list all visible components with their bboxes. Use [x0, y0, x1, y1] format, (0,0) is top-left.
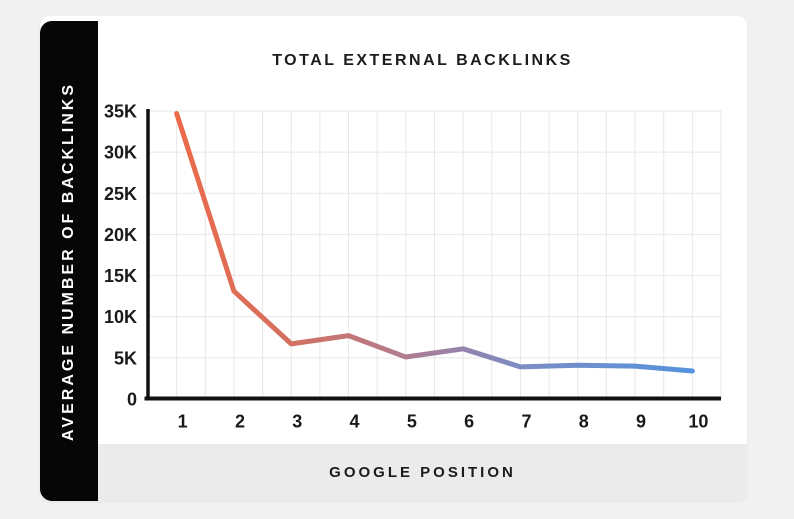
y-tick-labels: 0 5K 10K 15K 20K 25K 30K 35K: [104, 102, 137, 410]
axes: [144, 109, 721, 401]
y-tick-label: 10K: [104, 307, 137, 327]
grid: [148, 110, 722, 399]
y-axis-title: AVERAGE NUMBER OF BACKLINKS: [60, 81, 77, 441]
chart-title: TOTAL EXTERNAL BACKLINKS: [272, 52, 573, 69]
x-tick-label: 8: [579, 412, 589, 432]
x-tick-label: 7: [521, 412, 531, 432]
x-tick-label: 10: [688, 412, 708, 432]
x-tick-label: 1: [178, 412, 188, 432]
x-tick-label: 6: [464, 412, 474, 432]
x-axis-title-bar: GOOGLE POSITION: [98, 444, 747, 501]
y-tick-label: 15K: [104, 266, 137, 286]
y-tick-label: 30K: [104, 143, 137, 163]
y-tick-label: 35K: [104, 102, 137, 122]
x-tick-label: 9: [636, 412, 646, 432]
line-chart: 0 5K 10K 15K 20K 25K 30K 35K 1 2 3 4 5 6 7 8 9 10: [104, 102, 722, 432]
y-axis-title-bar: AVERAGE NUMBER OF BACKLINKS: [40, 21, 98, 501]
chart-card: AVERAGE NUMBER OF BACKLINKS TOTAL EXTERN…: [40, 16, 747, 501]
y-tick-label: 20K: [104, 225, 137, 245]
y-tick-label: 25K: [104, 184, 137, 204]
x-tick-label: 2: [235, 412, 245, 432]
x-tick-label: 5: [407, 412, 417, 432]
x-tick-label: 4: [350, 412, 360, 432]
x-tick-labels: 1 2 3 4 5 6 7 8 9 10: [178, 412, 709, 432]
y-tick-label: 5K: [114, 348, 137, 368]
y-tick-label: 0: [127, 390, 137, 410]
x-tick-label: 3: [292, 412, 302, 432]
data-line: [174, 110, 695, 374]
x-axis-title: GOOGLE POSITION: [329, 464, 516, 481]
